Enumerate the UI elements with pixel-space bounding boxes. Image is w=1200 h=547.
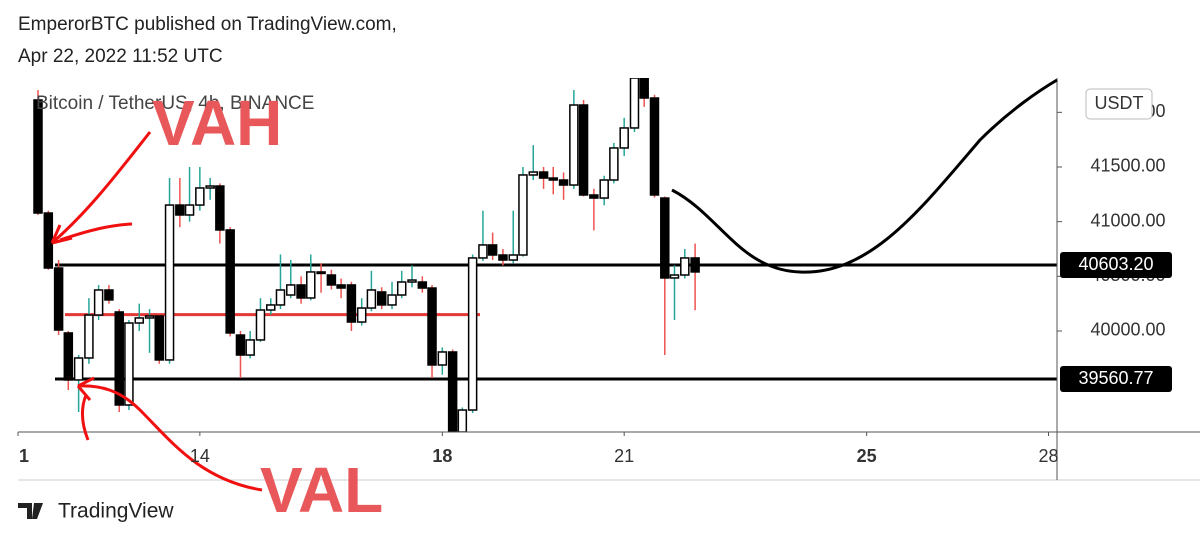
candle-body: [266, 304, 276, 311]
projection-curve: [671, 78, 1058, 274]
candle-body: [346, 284, 357, 323]
candle-body: [366, 289, 377, 309]
candle-body: [548, 177, 559, 181]
candle-body: [578, 104, 589, 196]
candle-body: [569, 104, 579, 186]
candle-body: [93, 289, 104, 316]
candle-body: [387, 294, 397, 306]
candle-body: [275, 289, 286, 306]
x-tick-label: 28: [1038, 446, 1058, 466]
candle-body: [235, 334, 246, 356]
candle-body: [478, 244, 488, 259]
candle-body: [53, 267, 64, 331]
candle-body: [538, 171, 549, 179]
candle-body: [508, 254, 519, 261]
candle-body: [124, 322, 134, 406]
publisher: EmperorBTC published on TradingView.com,: [18, 14, 397, 35]
price-label: 40603.20: [1078, 254, 1153, 274]
y-tick-label: 40000.00: [1090, 320, 1165, 340]
candle-body: [669, 274, 680, 279]
candle-body: [215, 185, 225, 231]
candle-body: [63, 332, 74, 381]
x-tick-label: 25: [857, 446, 877, 466]
price-label-box: [1060, 252, 1172, 279]
candle-body: [660, 197, 670, 279]
candle-body: [447, 351, 458, 432]
candle-body: [619, 127, 629, 149]
candle-body: [84, 314, 94, 359]
candle-body: [487, 244, 498, 256]
candle-body: [417, 281, 428, 289]
candle-body: [589, 194, 599, 199]
candle-body: [498, 254, 508, 261]
candle-body: [518, 174, 528, 256]
candle-body: [457, 409, 468, 432]
y-tick-label: 41500.00: [1090, 156, 1165, 176]
candle-body: [296, 284, 306, 299]
y-tick-label: 41000.00: [1090, 210, 1165, 230]
candle-body: [73, 357, 84, 381]
vah-arrow: [50, 131, 152, 245]
currency: USDT: [1095, 93, 1144, 113]
candle-body: [255, 309, 266, 341]
candle-body: [43, 212, 54, 269]
candle-body: [195, 187, 205, 206]
candle-body: [639, 78, 649, 99]
candle-body: [205, 185, 215, 189]
x-tick-label: 18: [432, 446, 452, 466]
candle-body: [427, 287, 437, 366]
candle-body: [528, 171, 539, 176]
candle-body: [629, 78, 640, 129]
candle-body: [437, 351, 448, 366]
vah-label: VAH: [152, 87, 282, 159]
candle-body: [134, 317, 144, 324]
candle-body: [184, 204, 195, 216]
x-tick-label: 14: [190, 446, 210, 466]
candle-body: [154, 315, 164, 361]
currency-box: [1085, 88, 1153, 120]
candle-body: [286, 284, 296, 296]
candle-body: [690, 257, 700, 273]
candle-body: [164, 204, 175, 361]
plot-area: [33, 78, 1057, 432]
logo: [18, 503, 43, 519]
candle-body: [326, 274, 337, 286]
symbol: Bitcoin / TetherUS, 4h, BINANCE: [36, 93, 314, 114]
candle-body: [225, 229, 235, 334]
price-label: 39560.77: [1078, 368, 1153, 388]
brand: TradingView: [58, 500, 174, 523]
val-label: VAL: [260, 454, 383, 526]
candle-body: [175, 204, 185, 216]
candle-body: [33, 99, 43, 214]
candle-body: [649, 97, 660, 196]
x-tick-label: 21: [614, 446, 634, 466]
candle-body: [558, 179, 569, 186]
candle-body: [609, 147, 619, 181]
publish-date: Apr 22, 2022 11:52 UTC: [18, 46, 223, 67]
candle-body: [680, 257, 690, 276]
candle-body: [104, 289, 114, 301]
candle-body: [376, 291, 387, 306]
candle-body: [316, 271, 326, 275]
candle-body: [599, 179, 609, 199]
candle-body: [144, 315, 155, 319]
candle-body: [396, 281, 407, 296]
price-label-box: [1060, 366, 1172, 393]
candle-body: [467, 257, 478, 411]
candle-body: [356, 307, 367, 323]
candle-body: [306, 271, 316, 299]
x-tick-label: 1: [19, 446, 29, 466]
candle-body: [245, 339, 255, 356]
candle-body: [336, 284, 346, 289]
candle-body: [407, 279, 417, 283]
candle-body: [114, 311, 124, 406]
val-arrow: [76, 376, 263, 492]
